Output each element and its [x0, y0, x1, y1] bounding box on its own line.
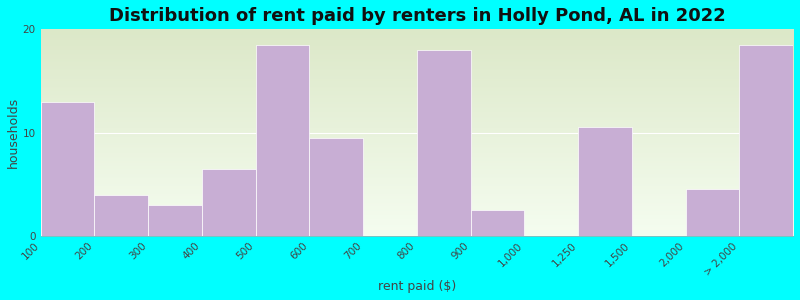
X-axis label: rent paid ($): rent paid ($) [378, 280, 456, 293]
Bar [686, 190, 739, 236]
Y-axis label: households: households [7, 97, 20, 168]
Bar [148, 205, 202, 236]
Bar [310, 138, 363, 236]
Bar [578, 128, 632, 236]
Bar [41, 102, 94, 236]
Bar [202, 169, 256, 236]
Bar [256, 45, 310, 236]
Bar [739, 45, 793, 236]
Bar [470, 210, 524, 236]
Bar [417, 50, 470, 236]
Bar [94, 195, 148, 236]
Title: Distribution of rent paid by renters in Holly Pond, AL in 2022: Distribution of rent paid by renters in … [109, 7, 726, 25]
